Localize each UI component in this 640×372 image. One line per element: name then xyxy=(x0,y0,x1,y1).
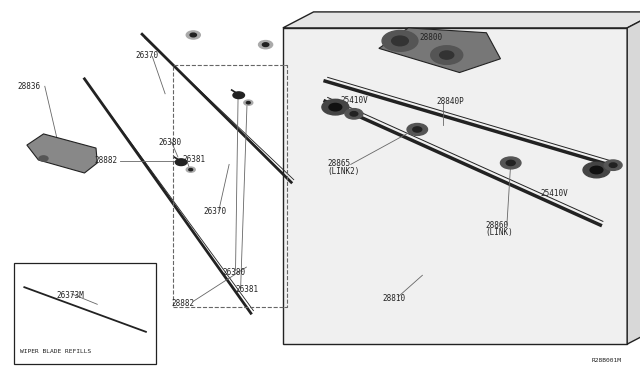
Text: 26380: 26380 xyxy=(223,268,246,277)
Bar xyxy=(14,263,156,364)
Polygon shape xyxy=(283,28,627,344)
Text: 28865: 28865 xyxy=(328,159,351,168)
Circle shape xyxy=(262,43,269,46)
Circle shape xyxy=(506,160,515,166)
Circle shape xyxy=(407,124,428,135)
Circle shape xyxy=(322,99,349,115)
Text: 26380: 26380 xyxy=(159,138,182,147)
Text: 25410V: 25410V xyxy=(340,96,368,105)
Text: 26370: 26370 xyxy=(136,51,159,60)
Circle shape xyxy=(345,109,363,119)
Text: (LINK2): (LINK2) xyxy=(328,167,360,176)
Circle shape xyxy=(392,36,408,46)
Text: 26381: 26381 xyxy=(182,155,205,164)
Text: 28800: 28800 xyxy=(419,33,442,42)
Circle shape xyxy=(186,31,200,39)
Text: 28836: 28836 xyxy=(18,82,41,91)
Text: R28B001M: R28B001M xyxy=(592,357,622,363)
Circle shape xyxy=(413,127,422,132)
Circle shape xyxy=(590,166,603,174)
Text: 28860: 28860 xyxy=(485,221,508,230)
Text: 25410V: 25410V xyxy=(541,189,568,198)
Circle shape xyxy=(609,163,617,167)
Circle shape xyxy=(604,160,622,170)
Circle shape xyxy=(500,157,521,169)
Text: 28882: 28882 xyxy=(95,156,118,165)
Text: WIPER BLADE REFILLS: WIPER BLADE REFILLS xyxy=(20,349,92,354)
Text: 28810: 28810 xyxy=(383,294,406,303)
Circle shape xyxy=(440,51,454,59)
Text: 26381: 26381 xyxy=(236,285,259,294)
Text: 26373M: 26373M xyxy=(56,291,84,300)
Polygon shape xyxy=(379,28,500,73)
Circle shape xyxy=(583,162,610,178)
Polygon shape xyxy=(283,12,640,28)
Polygon shape xyxy=(27,134,97,173)
Circle shape xyxy=(350,112,358,116)
Circle shape xyxy=(233,92,244,99)
Circle shape xyxy=(431,46,463,64)
Bar xyxy=(173,65,287,307)
Circle shape xyxy=(190,33,196,37)
Circle shape xyxy=(259,41,273,49)
Circle shape xyxy=(244,100,253,105)
Circle shape xyxy=(329,103,342,111)
Circle shape xyxy=(186,167,195,172)
Text: (LINK): (LINK) xyxy=(485,228,513,237)
Circle shape xyxy=(189,169,193,171)
Circle shape xyxy=(39,156,48,161)
Circle shape xyxy=(175,159,187,166)
Text: 28882: 28882 xyxy=(172,299,195,308)
Circle shape xyxy=(382,31,418,51)
Polygon shape xyxy=(627,12,640,344)
Text: 28840P: 28840P xyxy=(436,97,464,106)
Circle shape xyxy=(246,102,250,104)
Text: 26370: 26370 xyxy=(204,207,227,216)
